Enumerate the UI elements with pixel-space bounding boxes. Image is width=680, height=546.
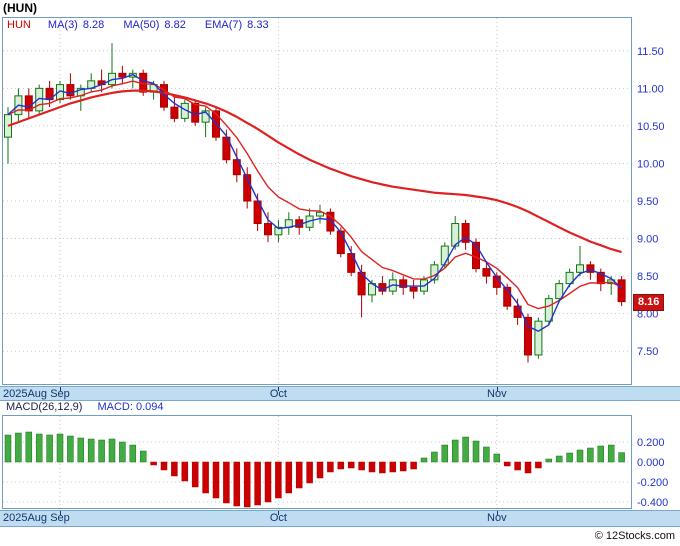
svg-text:7.50: 7.50 bbox=[637, 346, 658, 358]
x-axis-tick bbox=[496, 511, 498, 515]
svg-text:-0.200: -0.200 bbox=[637, 477, 668, 489]
x-axis-label: 2025Aug bbox=[3, 512, 48, 524]
svg-text:-0.400: -0.400 bbox=[637, 497, 668, 509]
price-legend: HUN MA(3) 8.28 MA(50) 8.82 EMA(7) 8.33 bbox=[7, 19, 285, 31]
x-axis-band-macd: 2025Aug Sep Oct Nov bbox=[0, 510, 680, 527]
x-axis-tick bbox=[496, 387, 498, 391]
x-axis-band-price: 2025Aug Sep Oct Nov bbox=[0, 386, 680, 401]
last-price-badge: 8.16 bbox=[633, 293, 665, 311]
x-axis-label: Nov bbox=[487, 388, 507, 400]
svg-text:8.00: 8.00 bbox=[637, 309, 658, 321]
x-axis-tick bbox=[278, 511, 280, 515]
macd-header: MACD(26,12,9) MACD: 0.094 bbox=[0, 401, 680, 415]
x-axis-label: Sep bbox=[50, 512, 70, 524]
x-axis-label: Sep bbox=[50, 388, 70, 400]
credit-footer: © 12Stocks.com bbox=[594, 530, 675, 542]
svg-text:8.50: 8.50 bbox=[637, 271, 658, 283]
x-axis-tick bbox=[278, 387, 280, 391]
x-axis-label: Oct bbox=[269, 388, 287, 400]
legend-ema7: EMA(7) 8.33 bbox=[204, 19, 269, 31]
svg-text:11.00: 11.00 bbox=[637, 83, 664, 95]
macd-value: MACD: 0.094 bbox=[97, 401, 164, 413]
macd-histogram-chart: 0.200 0.000 -0.200 -0.400 bbox=[2, 415, 668, 509]
x-axis-label: Oct bbox=[269, 512, 287, 524]
svg-text:9.50: 9.50 bbox=[637, 196, 658, 208]
price-candlestick-chart: 11.50 11.00 10.50 10.00 9.50 9.00 8.50 8.00 7.50 bbox=[2, 17, 665, 385]
x-axis-label: Nov bbox=[487, 512, 507, 524]
svg-text:0.200: 0.200 bbox=[637, 437, 665, 449]
svg-text:11.50: 11.50 bbox=[637, 46, 664, 58]
x-axis-label: 2025Aug bbox=[3, 388, 48, 400]
legend-ma3: MA(3) 8.28 bbox=[47, 19, 105, 31]
symbol-title: (HUN) bbox=[3, 1, 37, 15]
svg-text:10.50: 10.50 bbox=[637, 121, 665, 133]
macd-title: MACD(26,12,9) bbox=[6, 401, 83, 413]
legend-symbol: HUN bbox=[7, 19, 31, 31]
svg-text:10.00: 10.00 bbox=[637, 158, 665, 170]
x-axis-tick bbox=[60, 511, 61, 515]
legend-ma50: MA(50) 8.82 bbox=[123, 19, 186, 31]
x-axis-tick bbox=[60, 387, 61, 391]
svg-text:0.000: 0.000 bbox=[637, 457, 665, 469]
svg-text:9.00: 9.00 bbox=[637, 234, 658, 246]
